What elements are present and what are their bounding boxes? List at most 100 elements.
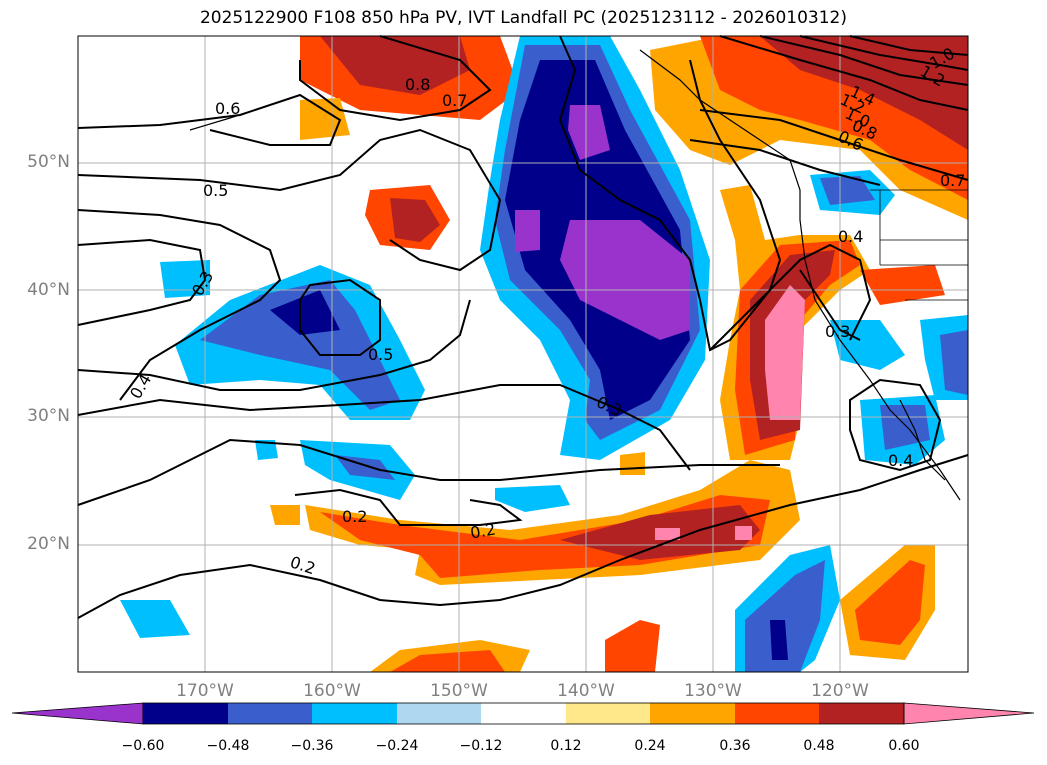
cold-ne-pocket-core bbox=[820, 176, 875, 205]
lat-label-40n: 40°N bbox=[27, 280, 70, 300]
cold-trough-core3 bbox=[515, 210, 540, 252]
colorbar-segment bbox=[481, 703, 566, 724]
colorbar-segment bbox=[650, 703, 735, 724]
colorbar-tick-label: 0.60 bbox=[888, 738, 920, 754]
contour-0.7 bbox=[299, 35, 492, 122]
colorbar-segment bbox=[397, 703, 481, 724]
lat-label-20n: 20°N bbox=[27, 534, 70, 554]
contour-0.3-west bbox=[77, 238, 207, 326]
colorbar-segment bbox=[228, 703, 312, 724]
warm-e-small bbox=[860, 265, 945, 305]
contour-label: 0.5 bbox=[203, 181, 228, 200]
shading-layer bbox=[120, 36, 968, 672]
colorbar-tick-label: −0.60 bbox=[121, 738, 165, 754]
contour-ne-1.2 bbox=[799, 35, 969, 71]
warm-small-alaska bbox=[300, 98, 350, 140]
cold-west-core bbox=[270, 290, 340, 335]
graticule bbox=[78, 36, 968, 672]
contour-label: 0.8 bbox=[405, 75, 430, 94]
contour-0.3-coast bbox=[799, 269, 861, 341]
contour-label-layer: 0.6 0.5 0.5 0.3 0.4 0.3 0.2 0.2 0.2 0.4 … bbox=[126, 44, 965, 579]
lat-label-50n: 50°N bbox=[27, 152, 70, 172]
map-title: 2025122900 F108 850 hPa PV, IVT Landfall… bbox=[199, 8, 847, 28]
cold-trough-core bbox=[568, 105, 610, 160]
contour-label: 0.6 bbox=[215, 99, 240, 118]
colorbar-tick-label: 0.48 bbox=[803, 738, 835, 754]
colorbar-segment bbox=[143, 703, 228, 724]
colorbar-tick-label: 0.24 bbox=[634, 738, 666, 754]
cold-small3 bbox=[495, 485, 570, 512]
contour-label: 0.5 bbox=[368, 345, 393, 364]
cold-south-core bbox=[745, 560, 825, 672]
colorbar-segment bbox=[312, 703, 397, 724]
warm-south-1-core bbox=[855, 560, 925, 645]
contour-label: 0.4 bbox=[888, 451, 913, 470]
warm-small-hawaii bbox=[270, 505, 300, 525]
lon-label-130w: 130°W bbox=[684, 681, 742, 701]
contour-label: 0.2 bbox=[342, 507, 367, 526]
lon-label-160w: 160°W bbox=[303, 681, 361, 701]
contour-label: 0.4 bbox=[838, 227, 863, 246]
warm-ne-core bbox=[760, 36, 968, 150]
contour-0.4-upper bbox=[77, 209, 282, 401]
contour-0.2-south bbox=[77, 454, 969, 619]
contour-ne-1.0 bbox=[759, 35, 969, 86]
lon-label-120w: 120°W bbox=[811, 681, 869, 701]
contour-0.5-loop bbox=[299, 278, 381, 356]
contour-0.3-mid bbox=[77, 384, 691, 471]
colorbar-extend-low bbox=[11, 702, 144, 725]
contour-0.4-lower bbox=[77, 299, 471, 391]
colorbar-segment bbox=[819, 703, 904, 724]
warm-south-2 bbox=[605, 620, 660, 672]
contour-0.5 bbox=[77, 128, 502, 272]
warm-plume-pink bbox=[765, 285, 805, 420]
contour-0.4-loop bbox=[849, 378, 942, 472]
contour-ne-1.4 bbox=[849, 35, 969, 56]
contour-trough-east bbox=[558, 35, 782, 352]
cold-south-core2 bbox=[770, 620, 788, 660]
coastline-baja bbox=[899, 399, 946, 481]
contour-0.6 bbox=[77, 93, 342, 146]
cold-small4 bbox=[120, 600, 190, 638]
contour-label: 0.2 bbox=[469, 519, 497, 542]
colorbar-tick-label: −0.36 bbox=[290, 738, 334, 754]
state-borders bbox=[870, 189, 968, 301]
colorbar-extend-high bbox=[903, 702, 1035, 725]
coastline-west-us bbox=[759, 139, 961, 501]
cold-small5 bbox=[255, 440, 278, 460]
lat-label-30n: 30°N bbox=[27, 406, 70, 426]
cold-e-2-core bbox=[940, 330, 968, 395]
warm-core-mid bbox=[390, 198, 440, 242]
contour-ne-0.8 bbox=[719, 35, 969, 111]
colorbar-segment bbox=[735, 703, 819, 724]
warm-band-pink bbox=[655, 528, 680, 540]
colorbar-tick-label: 0.12 bbox=[550, 738, 582, 754]
colorbar-tick-label: −0.24 bbox=[375, 738, 419, 754]
warm-small-2 bbox=[620, 452, 645, 475]
contour-label: 0.7 bbox=[442, 91, 467, 110]
lon-label-150w: 150°W bbox=[430, 681, 488, 701]
contour-0.2-hawaii bbox=[294, 488, 523, 526]
cold-west-mid bbox=[200, 280, 400, 410]
cold-e-1 bbox=[830, 320, 905, 370]
contour-label: 0.7 bbox=[940, 171, 965, 190]
colorbar-frame bbox=[142, 702, 905, 725]
warm-south-3-core bbox=[390, 650, 505, 672]
contour-label: 0.3 bbox=[825, 322, 850, 341]
colorbar-segment bbox=[566, 703, 650, 724]
map-frame bbox=[77, 35, 969, 673]
colorbar-tick-label: −0.48 bbox=[206, 738, 250, 754]
contour-ne-0.7 bbox=[699, 109, 969, 181]
colorbar-tick-label: −0.12 bbox=[459, 738, 503, 754]
lon-label-140w: 140°W bbox=[557, 681, 615, 701]
warm-band-pink2 bbox=[735, 526, 752, 540]
colorbar-tick-label: 0.36 bbox=[719, 738, 751, 754]
contour-0.4-coast bbox=[709, 243, 872, 351]
contour-lines bbox=[77, 35, 969, 619]
contour-ne-0.6 bbox=[689, 139, 881, 186]
cold-trough-core2 bbox=[560, 220, 690, 340]
colorbar bbox=[11, 702, 1035, 725]
contour-0.2-outer bbox=[77, 438, 780, 506]
lon-label-170w: 170°W bbox=[176, 681, 234, 701]
